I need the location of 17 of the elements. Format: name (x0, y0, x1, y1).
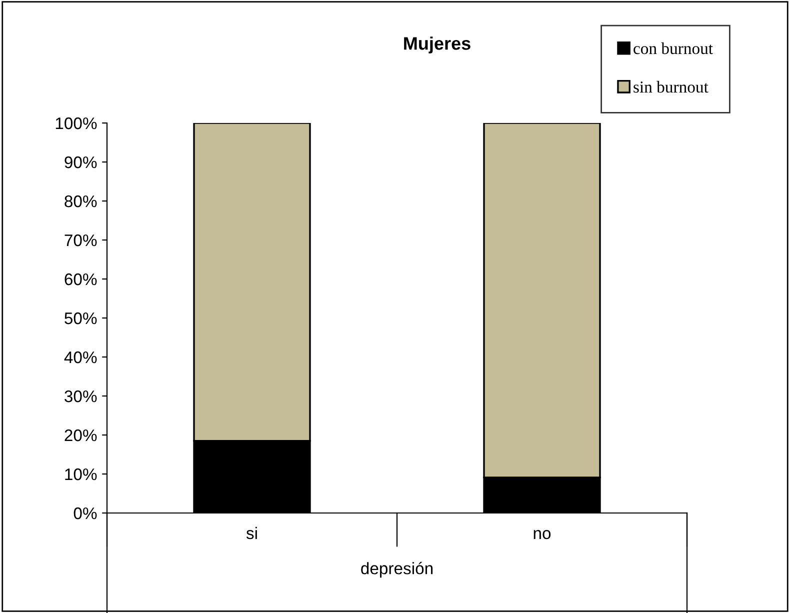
y-tick-label: 70% (64, 234, 97, 246)
legend-label: sin burnout (634, 80, 708, 93)
y-tick-label: 80% (64, 195, 97, 208)
y-tick-label: 90% (64, 156, 97, 168)
y-tick-label: 50% (64, 312, 97, 324)
x-axis-title: depresión (361, 562, 433, 578)
x-tick-label: no (534, 530, 551, 540)
legend-label: con burnout (634, 42, 713, 54)
y-tick-label: 20% (64, 429, 97, 442)
y-tick-label: 30% (64, 390, 97, 402)
y-tick-label: 60% (64, 273, 97, 286)
chart-title: Mujeres (404, 36, 470, 54)
y-tick-label: 40% (64, 351, 97, 364)
y-tick-label: 10% (65, 468, 97, 480)
x-tick-label: si (246, 526, 257, 540)
y-tick-label: 100% (56, 117, 97, 130)
y-tick-label: 0% (74, 507, 97, 520)
